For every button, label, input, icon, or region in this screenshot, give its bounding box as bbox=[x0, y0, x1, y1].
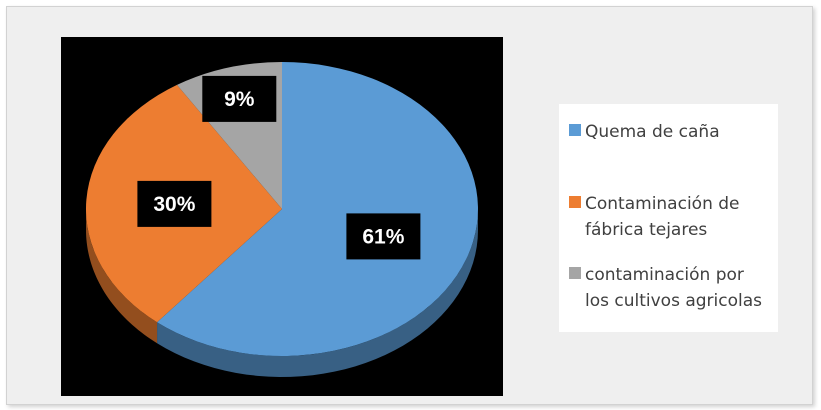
data-label-box-1 bbox=[137, 180, 212, 227]
pie-slice-0 bbox=[157, 62, 478, 356]
legend-label: Contaminación de fábrica tejares bbox=[585, 194, 740, 240]
legend-label: contaminación por los cultivos agricolas bbox=[585, 265, 763, 311]
pie-side-0 bbox=[157, 209, 478, 377]
legend-label: Quema de caña bbox=[585, 122, 720, 142]
legend-item-tejares: Contaminación de fábrica tejares bbox=[569, 191, 765, 243]
legend-item-cultivos: contaminación por los cultivos agricolas bbox=[569, 262, 765, 314]
legend-swatch bbox=[569, 267, 581, 279]
data-label-2: 9% bbox=[224, 88, 255, 111]
data-label-0: 61% bbox=[362, 225, 404, 248]
pie-chart: 61% 30% 9% bbox=[85, 62, 478, 377]
legend-swatch bbox=[569, 196, 581, 208]
plot-area: 61% 30% 9% bbox=[61, 37, 503, 396]
legend-swatch bbox=[569, 124, 581, 136]
data-label-box-2 bbox=[202, 75, 277, 122]
legend-item-quema: Quema de caña bbox=[569, 119, 765, 145]
chart-frame: 61% 30% 9% Quema de caña Contaminación de … bbox=[6, 6, 813, 405]
data-label-1: 30% bbox=[153, 193, 195, 216]
pie-side-1 bbox=[86, 209, 158, 344]
legend: Quema de caña Contaminación de fábrica t… bbox=[559, 104, 778, 332]
data-label-box-0 bbox=[346, 213, 421, 260]
